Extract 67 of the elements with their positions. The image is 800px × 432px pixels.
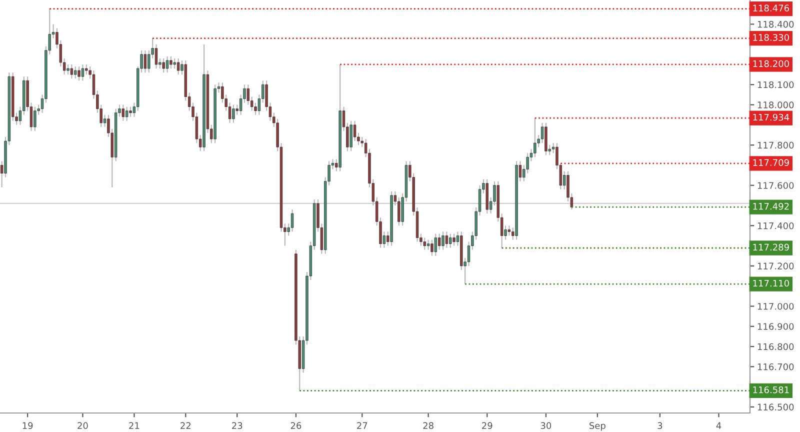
- x-tick-label: 26: [290, 422, 302, 430]
- y-tick-label: 117.400: [758, 222, 794, 230]
- candlestick: [122, 104, 125, 122]
- candlestick: [438, 233, 441, 250]
- y-tick-label: 116.500: [758, 404, 794, 411]
- ref-line-label: 118.200: [753, 60, 789, 68]
- candlestick: [426, 239, 430, 250]
- candlestick: [246, 84, 250, 106]
- candlestick: [452, 233, 456, 246]
- y-tick-label: 118.400: [758, 20, 794, 28]
- x-tick-label: 30: [540, 422, 552, 430]
- candlestick: [176, 58, 180, 76]
- candlestick: [81, 64, 84, 82]
- y-tick-label: 117.800: [758, 142, 794, 149]
- ref-line-label: 118.476: [753, 4, 790, 12]
- y-tick-label: 116.700: [758, 363, 794, 370]
- y-tick-label: 116.800: [758, 343, 794, 350]
- candlestick: [430, 239, 434, 256]
- candlestick: [173, 58, 176, 70]
- y-tick-label: 117.600: [758, 182, 794, 189]
- candlestick: [144, 50, 147, 74]
- candlestick: [445, 231, 448, 248]
- y-tick-label: 117.000: [758, 302, 794, 310]
- candlestick: [154, 44, 158, 70]
- x-tick-label: 4: [716, 422, 722, 429]
- ref-line-label: 117.110: [753, 280, 789, 287]
- ref-line-label: 117.934: [753, 114, 790, 121]
- x-tick-label: 21: [129, 422, 140, 429]
- x-tick-label: 19: [22, 422, 33, 430]
- ref-line-label: 117.492: [753, 202, 789, 210]
- ref-line-label: 118.330: [753, 34, 789, 41]
- candlestick: [129, 106, 132, 118]
- y-tick-label: 118.000: [758, 101, 794, 108]
- ref-line-label: 117.709: [753, 159, 789, 166]
- candlestick: [170, 56, 172, 70]
- ref-line-label: 117.289: [753, 244, 789, 251]
- candlestick: [290, 208, 294, 232]
- candlestick: [125, 106, 128, 122]
- x-tick-label: 28: [423, 422, 434, 430]
- candlestick: [34, 106, 36, 132]
- x-tick-label: 3: [658, 422, 662, 430]
- candlestick: [232, 104, 235, 124]
- y-tick-label: 118.100: [758, 81, 794, 88]
- candlestick: [423, 237, 426, 250]
- candlestick: [434, 233, 438, 256]
- candlestick: [78, 66, 80, 82]
- candlestick: [228, 102, 232, 124]
- candlestick: [449, 233, 452, 248]
- candlestick: [162, 58, 165, 74]
- x-tick-label: 23: [232, 422, 242, 430]
- candlestick: [442, 231, 444, 250]
- x-tick-label: 27: [357, 422, 368, 429]
- candlestick: [350, 120, 352, 152]
- candlestick: [70, 64, 74, 80]
- x-tick-label: Sep: [590, 422, 606, 431]
- candlestick: [85, 64, 88, 76]
- candlestick: [166, 56, 169, 74]
- y-tick-label: 116.900: [758, 323, 794, 330]
- candlestick: [66, 64, 70, 76]
- ref-line-label: 116.581: [753, 386, 789, 394]
- x-tick-label: 29: [482, 422, 492, 430]
- candlestick: [534, 118, 536, 158]
- candlestick: [508, 225, 511, 236]
- candlestick: [74, 66, 77, 80]
- x-tick-label: 20: [78, 422, 88, 430]
- y-tick-label: 117.200: [758, 262, 794, 270]
- x-tick-label: 22: [180, 422, 190, 429]
